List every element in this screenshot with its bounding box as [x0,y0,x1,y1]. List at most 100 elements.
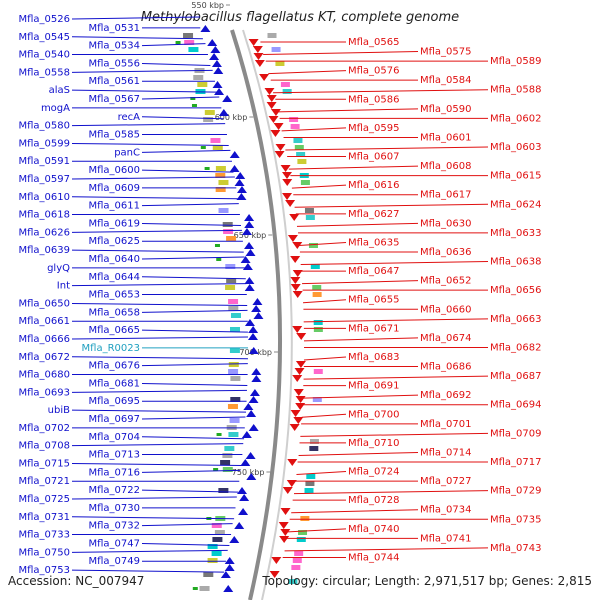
right-gene-label[interactable]: Mfla_0744 [348,552,400,563]
left-gene-label[interactable]: Mfla_0658 [88,307,140,318]
left-gene-label[interactable]: Mfla_0732 [88,521,140,532]
left-gene-label[interactable]: Mfla_0676 [88,361,140,372]
right-gene-label[interactable]: Mfla_0692 [420,390,472,401]
left-gene-label[interactable]: ubiB [48,405,70,416]
left-gene-label[interactable]: Mfla_0680 [18,370,70,381]
right-gene-label[interactable]: Mfla_0616 [348,180,400,191]
left-gene-label[interactable]: Mfla_0750 [18,547,70,558]
right-gene-label[interactable]: Mfla_0647 [348,266,400,277]
right-gene-label[interactable]: Mfla_0638 [490,257,542,268]
left-gene-label[interactable]: Mfla_0704 [88,432,140,443]
right-gene-label[interactable]: Mfla_0740 [348,524,400,535]
left-gene-label[interactable]: Mfla_0618 [18,210,70,221]
right-gene-label[interactable]: Mfla_0671 [348,323,400,334]
right-gene-label[interactable]: Mfla_0714 [420,447,472,458]
right-gene-label[interactable]: Mfla_0700 [348,409,400,420]
left-gene-label[interactable]: Mfla_0609 [88,183,140,194]
right-gene-label[interactable]: Mfla_0589 [490,56,542,67]
left-gene-label[interactable]: Mfla_0611 [88,201,140,212]
left-gene-label[interactable]: Mfla_0661 [18,316,70,327]
left-gene-label[interactable]: Mfla_0650 [18,298,70,309]
left-gene-label[interactable]: Mfla_0600 [88,165,140,176]
left-gene-label[interactable]: Mfla_0749 [88,556,140,567]
left-gene-label[interactable]: Mfla_0721 [18,476,70,487]
right-gene-label[interactable]: Mfla_0602 [490,113,542,124]
right-gene-label[interactable]: Mfla_0656 [490,285,542,296]
left-gene-label[interactable]: Mfla_0666 [18,334,70,345]
left-gene-label[interactable]: Mfla_0715 [18,458,70,469]
right-gene-label[interactable]: Mfla_0576 [348,66,400,77]
left-gene-label[interactable]: Mfla_0695 [88,396,140,407]
left-gene-label[interactable]: Mfla_R0023 [82,343,140,354]
right-gene-label[interactable]: Mfla_0607 [348,152,400,163]
left-gene-label[interactable]: Mfla_0567 [88,94,140,105]
right-gene-label[interactable]: Mfla_0683 [348,352,400,363]
left-gene-label[interactable]: panC [114,147,140,158]
right-gene-label[interactable]: Mfla_0663 [490,314,542,325]
right-gene-label[interactable]: Mfla_0724 [348,467,400,478]
left-gene-label[interactable]: Mfla_0626 [18,227,70,238]
left-gene-label[interactable]: Mfla_0531 [88,23,140,34]
right-gene-label[interactable]: Mfla_0694 [490,400,542,411]
left-gene-label[interactable]: Mfla_0597 [18,174,70,185]
right-gene-label[interactable]: Mfla_0630 [420,218,472,229]
left-gene-label[interactable]: Mfla_0708 [18,441,70,452]
left-gene-label[interactable]: Mfla_0526 [18,14,70,25]
right-gene-label[interactable]: Mfla_0682 [490,342,542,353]
left-gene-label[interactable]: Mfla_0561 [88,76,140,87]
left-gene-label[interactable]: Mfla_0753 [18,565,70,576]
right-gene-label[interactable]: Mfla_0590 [420,104,472,115]
right-gene-label[interactable]: Mfla_0655 [348,295,400,306]
left-gene-label[interactable]: Mfla_0716 [88,467,140,478]
left-gene-label[interactable]: Mfla_0591 [18,156,70,167]
left-gene-label[interactable]: Mfla_0644 [88,272,140,283]
left-gene-label[interactable]: Mfla_0639 [18,245,70,256]
left-gene-label[interactable]: glyQ [47,263,70,274]
left-gene-label[interactable]: Mfla_0580 [18,121,70,132]
left-gene-label[interactable]: Mfla_0556 [88,58,140,69]
right-gene-label[interactable]: Mfla_0601 [420,132,472,143]
right-gene-label[interactable]: Mfla_0584 [420,75,472,86]
left-gene-label[interactable]: Mfla_0731 [18,512,70,523]
left-gene-label[interactable]: Mfla_0681 [88,378,140,389]
right-gene-label[interactable]: Mfla_0741 [420,533,472,544]
right-gene-label[interactable]: Mfla_0627 [348,209,400,220]
left-gene-label[interactable]: Mfla_0540 [18,50,70,61]
right-gene-label[interactable]: Mfla_0701 [420,419,472,430]
right-gene-label[interactable]: Mfla_0633 [490,228,542,239]
right-gene-label[interactable]: Mfla_0687 [490,371,542,382]
left-gene-label[interactable]: Mfla_0730 [88,503,140,514]
left-gene-label[interactable]: alaS [49,85,70,96]
right-gene-label[interactable]: Mfla_0709 [490,428,542,439]
left-gene-label[interactable]: Mfla_0534 [88,41,140,52]
left-gene-label[interactable]: Mfla_0619 [88,218,140,229]
right-gene-label[interactable]: Mfla_0717 [490,457,542,468]
left-gene-label[interactable]: Mfla_0713 [88,450,140,461]
right-gene-label[interactable]: Mfla_0727 [420,476,472,487]
left-gene-label[interactable]: Mfla_0672 [18,352,70,363]
right-gene-label[interactable]: Mfla_0728 [348,495,400,506]
left-gene-label[interactable]: recA [118,112,141,123]
left-gene-label[interactable]: Mfla_0653 [88,290,140,301]
left-gene-label[interactable]: Mfla_0585 [88,130,140,141]
left-gene-label[interactable]: Mfla_0693 [18,387,70,398]
right-gene-label[interactable]: Mfla_0636 [420,247,472,258]
right-gene-label[interactable]: Mfla_0660 [420,304,472,315]
right-gene-label[interactable]: Mfla_0624 [490,199,542,210]
right-gene-label[interactable]: Mfla_0729 [490,486,542,497]
right-gene-label[interactable]: Mfla_0565 [348,37,400,48]
left-gene-label[interactable]: Mfla_0747 [88,538,140,549]
left-gene-label[interactable]: mogA [41,103,70,114]
left-gene-label[interactable]: Mfla_0558 [18,67,70,78]
right-gene-label[interactable]: Mfla_0608 [420,161,472,172]
right-gene-label[interactable]: Mfla_0710 [348,438,400,449]
left-gene-label[interactable]: Mfla_0725 [18,494,70,505]
right-gene-label[interactable]: Mfla_0691 [348,381,400,392]
left-gene-label[interactable]: Mfla_0610 [18,192,70,203]
left-gene-label[interactable]: Mfla_0545 [18,32,70,43]
right-gene-label[interactable]: Mfla_0735 [490,514,542,525]
left-gene-label[interactable]: Mfla_0702 [18,423,70,434]
right-gene-label[interactable]: Mfla_0652 [420,276,472,287]
left-gene-label[interactable]: Mfla_0665 [88,325,140,336]
right-gene-label[interactable]: Mfla_0586 [348,94,400,105]
